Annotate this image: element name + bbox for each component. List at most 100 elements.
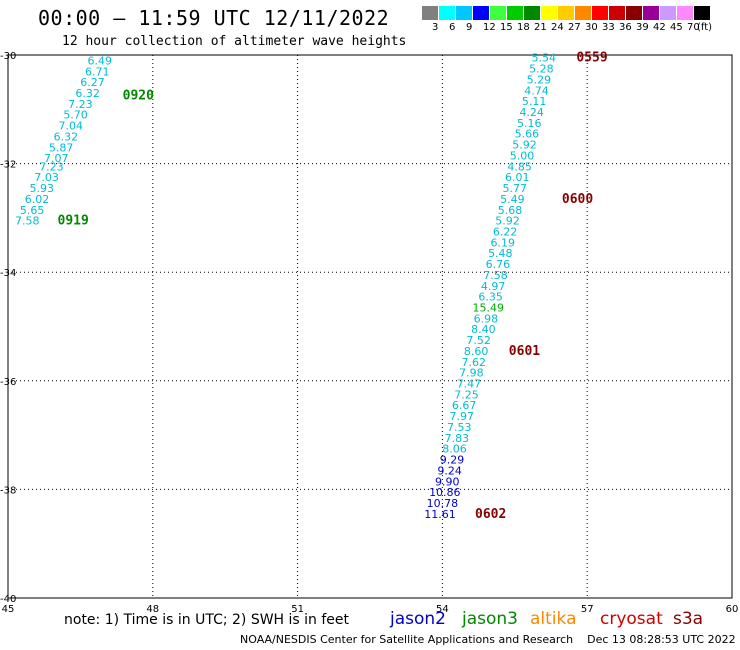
legend-cryosat: cryosat xyxy=(600,609,663,629)
scale-swatch xyxy=(592,6,608,20)
scale-swatch xyxy=(558,6,574,20)
latitude-tick-label: -38 xyxy=(0,485,16,496)
swh-value-label: 6.71 xyxy=(85,65,110,78)
swh-value-label: 6.19 xyxy=(490,236,515,249)
swh-value-label: 6.67 xyxy=(452,399,477,412)
scale-label: 39 xyxy=(636,22,649,33)
map-subtitle: 12 hour collection of altimeter wave hei… xyxy=(62,34,407,49)
scale-swatch xyxy=(422,6,438,20)
scale-swatch xyxy=(473,6,489,20)
swh-value-label: 6.76 xyxy=(486,258,511,271)
footnote: note: 1) Time is in UTC; 2) SWH is in fe… xyxy=(64,612,350,628)
swh-value-label: 7.23 xyxy=(68,98,93,111)
scale-units: (ft) xyxy=(697,22,713,33)
scale-label: 3 xyxy=(432,22,439,33)
latitude-tick-label: -30 xyxy=(0,51,16,62)
legend-s3a: s3a xyxy=(673,609,704,629)
swh-value-label: 5.92 xyxy=(495,215,520,228)
credit-line: NOAA/NESDIS Center for Satellite Applica… xyxy=(240,633,736,646)
swh-value-label: 7.03 xyxy=(34,171,59,184)
track-time-label: 0559 xyxy=(576,51,607,66)
scale-label: 18 xyxy=(517,22,530,33)
scale-label: 6 xyxy=(449,22,456,33)
swh-value-label: 7.58 xyxy=(15,215,40,228)
longitude-tick-label: 51 xyxy=(291,604,304,615)
legend-jason2: jason2 xyxy=(390,609,446,629)
map-title: 00:00 – 11:59 UTC 12/11/2022 xyxy=(38,6,390,30)
scale-label: 42 xyxy=(653,22,666,33)
swh-value-label: 8.40 xyxy=(471,323,496,336)
swh-value-label: 5.54 xyxy=(532,52,557,65)
swh-value-label: 7.07 xyxy=(44,152,69,165)
scale-swatch xyxy=(490,6,506,20)
scale-label: 12 xyxy=(483,22,496,33)
scale-swatch xyxy=(643,6,659,20)
swh-value-label: 5.87 xyxy=(49,141,74,154)
latitude-tick-label: -40 xyxy=(0,594,16,605)
track-time-label: 0919 xyxy=(58,214,89,229)
swh-value-label: 5.00 xyxy=(510,149,535,162)
swh-value-label: 7.23 xyxy=(39,160,64,173)
swh-value-label: 6.49 xyxy=(87,54,112,67)
track-time-label: 0600 xyxy=(562,192,593,207)
swh-value-label: 6.27 xyxy=(80,76,105,89)
scale-swatch xyxy=(626,6,642,20)
swh-value-label: 6.22 xyxy=(493,225,518,238)
scale-swatch xyxy=(694,6,710,20)
swh-value-label: 5.48 xyxy=(488,247,513,260)
scale-label: 21 xyxy=(534,22,547,33)
swh-value-label: 5.68 xyxy=(498,204,523,217)
swh-value-label: 7.25 xyxy=(454,388,479,401)
legend-altika: altika xyxy=(530,609,577,629)
scale-swatch xyxy=(524,6,540,20)
swh-value-label: 7.53 xyxy=(447,421,472,434)
scale-label: 45 xyxy=(670,22,683,33)
scale-label: 27 xyxy=(568,22,581,33)
scale-swatch xyxy=(575,6,591,20)
scale-swatch xyxy=(609,6,625,20)
longitude-tick-label: 60 xyxy=(726,604,739,615)
latitude-tick-label: -34 xyxy=(0,268,16,279)
swh-value-label: 9.24 xyxy=(437,464,462,477)
swh-value-label: 7.52 xyxy=(466,334,491,347)
swh-value-label: 5.16 xyxy=(517,117,542,130)
swh-value-label: 5.29 xyxy=(527,73,552,86)
swh-value-label: 4.74 xyxy=(524,84,549,97)
swh-value-label: 6.32 xyxy=(75,87,100,100)
swh-value-label: 10.78 xyxy=(427,497,459,510)
swh-value-label: 9.29 xyxy=(440,454,465,467)
swh-value-label: 7.62 xyxy=(462,356,487,369)
swh-value-label: 7.04 xyxy=(58,120,83,133)
swh-value-label: 5.28 xyxy=(529,63,554,76)
scale-swatch xyxy=(456,6,472,20)
legend-jason3: jason3 xyxy=(462,609,518,629)
scale-swatch xyxy=(439,6,455,20)
scale-label: 70 xyxy=(687,22,700,33)
map-frame xyxy=(7,54,733,599)
scale-label: 36 xyxy=(619,22,632,33)
swh-value-label: 5.65 xyxy=(20,204,45,217)
swh-value-label: 5.49 xyxy=(500,193,525,206)
swh-value-label: 10.86 xyxy=(429,486,461,499)
swh-value-label: 9.90 xyxy=(435,475,460,488)
swh-value-label: 4.97 xyxy=(481,280,506,293)
swh-value-label: 6.35 xyxy=(478,291,503,304)
swh-value-label: 4.85 xyxy=(507,160,532,173)
scale-label: 24 xyxy=(551,22,564,33)
scale-swatch xyxy=(677,6,693,20)
swh-value-label: 7.47 xyxy=(457,378,482,391)
swh-value-label: 7.58 xyxy=(483,269,508,282)
swh-value-label: 6.01 xyxy=(505,171,530,184)
swh-value-label: 11.61 xyxy=(424,508,456,521)
swh-value-label: 5.92 xyxy=(512,139,537,152)
scale-swatch xyxy=(541,6,557,20)
swh-value-label: 4.24 xyxy=(519,106,544,119)
latitude-tick-label: -36 xyxy=(0,377,16,388)
longitude-tick-label: 57 xyxy=(581,604,594,615)
longitude-tick-label: 45 xyxy=(2,604,15,615)
swh-value-label: 8.60 xyxy=(464,345,489,358)
swh-value-label: 5.77 xyxy=(503,182,528,195)
scale-label: 33 xyxy=(602,22,615,33)
scale-label: 9 xyxy=(466,22,473,33)
